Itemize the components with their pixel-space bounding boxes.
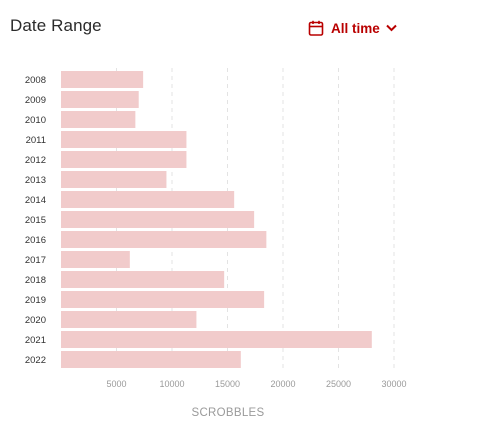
category-label: 2018	[25, 275, 46, 286]
bar	[61, 331, 372, 348]
category-label: 2014	[25, 195, 46, 206]
bar	[61, 251, 130, 268]
bar	[61, 311, 197, 328]
bar	[61, 291, 265, 308]
category-label: 2021	[25, 335, 46, 346]
category-label: 2012	[25, 155, 46, 166]
x-tick-label: 30000	[381, 379, 406, 389]
category-label: 2008	[25, 75, 46, 86]
chevron-down-icon	[386, 24, 397, 32]
x-tick-label: 10000	[159, 379, 184, 389]
x-tick-label: 5000	[106, 379, 126, 389]
bar	[61, 351, 241, 368]
x-tick-label: 15000	[215, 379, 240, 389]
category-label: 2011	[26, 135, 46, 146]
date-range-dropdown[interactable]: All time	[308, 17, 397, 39]
x-tick-label: 20000	[270, 379, 295, 389]
category-label: 2015	[25, 215, 46, 226]
calendar-icon	[308, 20, 324, 36]
bar	[61, 211, 255, 228]
bar	[61, 171, 167, 188]
category-label: 2016	[25, 235, 46, 246]
bar	[61, 151, 187, 168]
bar	[61, 91, 139, 108]
category-label: 2009	[25, 95, 46, 106]
bar	[61, 71, 144, 88]
bar	[61, 191, 235, 208]
category-label: 2022	[25, 355, 46, 366]
date-range-label: All time	[331, 20, 380, 36]
x-tick-label: 25000	[326, 379, 351, 389]
category-label: 2010	[25, 115, 46, 126]
category-label: 2013	[25, 175, 46, 186]
category-label: 2019	[25, 295, 46, 306]
bar	[61, 271, 225, 288]
bar	[61, 111, 136, 128]
page-title: Date Range	[10, 16, 102, 35]
category-label: 2020	[25, 315, 46, 326]
x-axis-title: SCROBBLES	[191, 407, 264, 419]
bar	[61, 131, 187, 148]
category-label: 2017	[25, 255, 46, 266]
bar	[61, 231, 267, 248]
